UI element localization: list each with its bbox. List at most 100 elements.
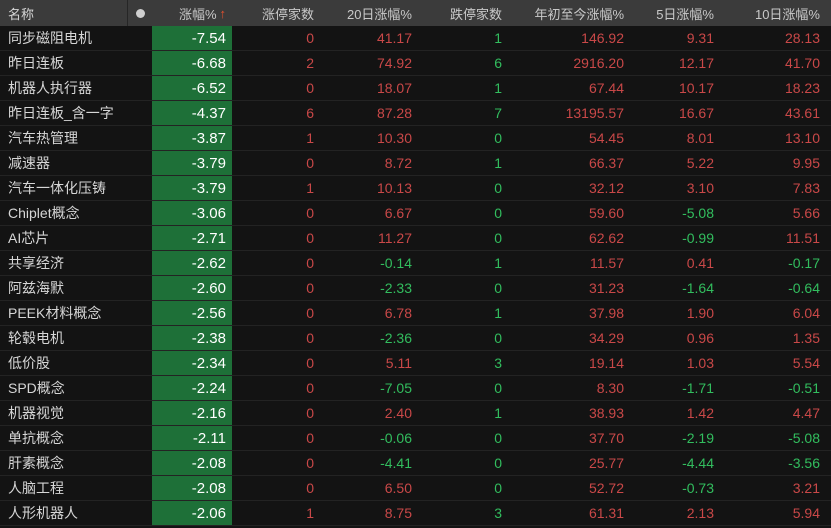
column-header-5day-change[interactable]: 5日涨幅% — [656, 6, 714, 22]
column-header-10day-change[interactable]: 10日涨幅% — [754, 6, 820, 22]
cell-limit-down: 0 — [494, 230, 502, 246]
cell-10day-change: 28.13 — [784, 30, 820, 46]
cell-5day-change: 10.17 — [678, 80, 714, 96]
table-row[interactable]: 阿兹海默 -2.60 0 -2.33 0 31.23 -1.64 -0.64 — [0, 276, 831, 301]
cell-5day-change: 1.03 — [686, 355, 714, 371]
cell-5day-change: -0.73 — [682, 480, 714, 496]
table-header: 名称 涨幅% ↑ 涨停家数 20日涨幅% 跌停家数 年初至今涨幅% 5日涨幅% … — [0, 0, 831, 26]
table-row[interactable]: 肝素概念 -2.08 0 -4.41 0 25.77 -4.44 -3.56 — [0, 451, 831, 476]
cell-indicator — [127, 326, 152, 350]
cell-ytd-change: 34.29 — [588, 330, 624, 346]
cell-change: -2.38 — [152, 326, 232, 350]
table-row[interactable]: 共享经济 -2.62 0 -0.14 1 11.57 0.41 -0.17 — [0, 251, 831, 276]
column-header-limit-up[interactable]: 涨停家数 — [261, 6, 314, 22]
cell-limit-down: 0 — [494, 180, 502, 196]
cell-20day-change: 6.78 — [384, 305, 412, 321]
table-row[interactable]: 汽车热管理 -3.87 1 10.30 0 54.45 8.01 13.10 — [0, 126, 831, 151]
cell-10day-change: -0.51 — [788, 380, 820, 396]
cell-20day-change: -0.06 — [380, 430, 412, 446]
cell-5day-change: 0.96 — [686, 330, 714, 346]
cell-20day-change: -7.05 — [380, 380, 412, 396]
table-body: 同步磁阻电机 -7.54 0 41.17 1 146.92 9.31 28.13 昨日连板 -6.… — [0, 26, 831, 526]
table-row[interactable]: PEEK材料概念 -2.56 0 6.78 1 37.98 1.90 6.04 — [0, 301, 831, 326]
cell-indicator — [127, 51, 152, 75]
cell-20day-change: -2.36 — [380, 330, 412, 346]
cell-ytd-change: 59.60 — [588, 205, 624, 221]
column-header-name[interactable]: 名称 — [8, 6, 35, 22]
cell-limit-up: 0 — [306, 280, 314, 296]
cell-ytd-change: 19.14 — [588, 355, 624, 371]
table-row[interactable]: 机器视觉 -2.16 0 2.40 1 38.93 1.42 4.47 — [0, 401, 831, 426]
column-header-indicator[interactable] — [127, 0, 152, 26]
cell-limit-up: 1 — [306, 180, 314, 196]
cell-change: -6.52 — [152, 76, 232, 100]
cell-10day-change: 7.83 — [792, 180, 820, 196]
cell-limit-down: 1 — [494, 305, 502, 321]
cell-change: -4.37 — [152, 101, 232, 125]
table-row[interactable]: 单抗概念 -2.11 0 -0.06 0 37.70 -2.19 -5.08 — [0, 426, 831, 451]
column-header-change[interactable]: 涨幅% ↑ — [152, 0, 232, 26]
table-row[interactable]: 低价股 -2.34 0 5.11 3 19.14 1.03 5.54 — [0, 351, 831, 376]
cell-5day-change: 12.17 — [678, 55, 714, 71]
cell-20day-change: 74.92 — [376, 55, 412, 71]
table-row[interactable]: 减速器 -3.79 0 8.72 1 66.37 5.22 9.95 — [0, 151, 831, 176]
cell-ytd-change: 52.72 — [588, 480, 624, 496]
table-row[interactable]: 昨日连板 -6.68 2 74.92 6 2916.20 12.17 41.70 — [0, 51, 831, 76]
table-row[interactable]: 汽车一体化压铸 -3.79 1 10.13 0 32.12 3.10 7.83 — [0, 176, 831, 201]
sort-ascending-icon: ↑ — [219, 5, 227, 21]
cell-change: -2.56 — [152, 301, 232, 325]
column-header-limit-down[interactable]: 跌停家数 — [449, 6, 502, 22]
table-row[interactable]: 人脑工程 -2.08 0 6.50 0 52.72 -0.73 3.21 — [0, 476, 831, 501]
table-row[interactable]: 同步磁阻电机 -7.54 0 41.17 1 146.92 9.31 28.13 — [0, 26, 831, 51]
table-row[interactable]: 昨日连板_含一字 -4.37 6 87.28 7 13195.57 16.67 43.61 — [0, 101, 831, 126]
cell-change: -7.54 — [152, 26, 232, 50]
cell-ytd-change: 25.77 — [588, 455, 624, 471]
cell-5day-change: 0.41 — [686, 255, 714, 271]
cell-5day-change: 9.31 — [686, 30, 714, 46]
cell-10day-change: 9.95 — [792, 155, 820, 171]
table-row[interactable]: 机器人执行器 -6.52 0 18.07 1 67.44 10.17 18.23 — [0, 76, 831, 101]
cell-limit-down: 1 — [494, 405, 502, 421]
cell-limit-up: 2 — [306, 55, 314, 71]
column-header-ytd-change[interactable]: 年初至今涨幅% — [534, 6, 624, 22]
cell-ytd-change: 13195.57 — [565, 105, 624, 121]
cell-indicator — [127, 151, 152, 175]
cell-5day-change: -5.08 — [682, 205, 714, 221]
cell-name: 机器人执行器 — [8, 80, 92, 96]
cell-name: 低价股 — [8, 355, 50, 371]
column-header-20day-change[interactable]: 20日涨幅% — [346, 6, 412, 22]
cell-name: PEEK材料概念 — [8, 305, 102, 321]
column-header-change-label: 涨幅% — [178, 6, 217, 22]
cell-ytd-change: 37.70 — [588, 430, 624, 446]
cell-ytd-change: 146.92 — [581, 30, 624, 46]
cell-20day-change: 2.40 — [384, 405, 412, 421]
cell-limit-up: 0 — [306, 330, 314, 346]
cell-10day-change: 3.21 — [792, 480, 820, 496]
table-row[interactable]: Chiplet概念 -3.06 0 6.67 0 59.60 -5.08 5.66 — [0, 201, 831, 226]
cell-20day-change: 8.75 — [384, 505, 412, 521]
cell-5day-change: -4.44 — [682, 455, 714, 471]
cell-limit-down: 1 — [494, 255, 502, 271]
cell-name: 昨日连板_含一字 — [8, 105, 114, 121]
cell-name: Chiplet概念 — [8, 205, 80, 221]
cell-limit-down: 0 — [494, 205, 502, 221]
cell-ytd-change: 37.98 — [588, 305, 624, 321]
cell-indicator — [127, 176, 152, 200]
table-row[interactable]: AI芯片 -2.71 0 11.27 0 62.62 -0.99 11.51 — [0, 226, 831, 251]
cell-20day-change: 11.27 — [378, 230, 412, 246]
cell-limit-down: 3 — [494, 355, 502, 371]
cell-10day-change: 18.23 — [784, 80, 820, 96]
cell-20day-change: 18.07 — [376, 80, 412, 96]
cell-limit-up: 0 — [306, 155, 314, 171]
cell-20day-change: 87.28 — [376, 105, 412, 121]
cell-10day-change: -5.08 — [788, 430, 820, 446]
table-row[interactable]: SPD概念 -2.24 0 -7.05 0 8.30 -1.71 -0.51 — [0, 376, 831, 401]
cell-5day-change: 1.42 — [686, 405, 714, 421]
table-row[interactable]: 人形机器人 -2.06 1 8.75 3 61.31 2.13 5.94 — [0, 501, 831, 526]
cell-indicator — [127, 501, 152, 525]
cell-ytd-change: 32.12 — [588, 180, 624, 196]
table-row[interactable]: 轮毂电机 -2.38 0 -2.36 0 34.29 0.96 1.35 — [0, 326, 831, 351]
cell-name: 机器视觉 — [8, 405, 64, 421]
cell-name: 汽车热管理 — [8, 130, 78, 146]
cell-5day-change: -0.99 — [682, 230, 714, 246]
